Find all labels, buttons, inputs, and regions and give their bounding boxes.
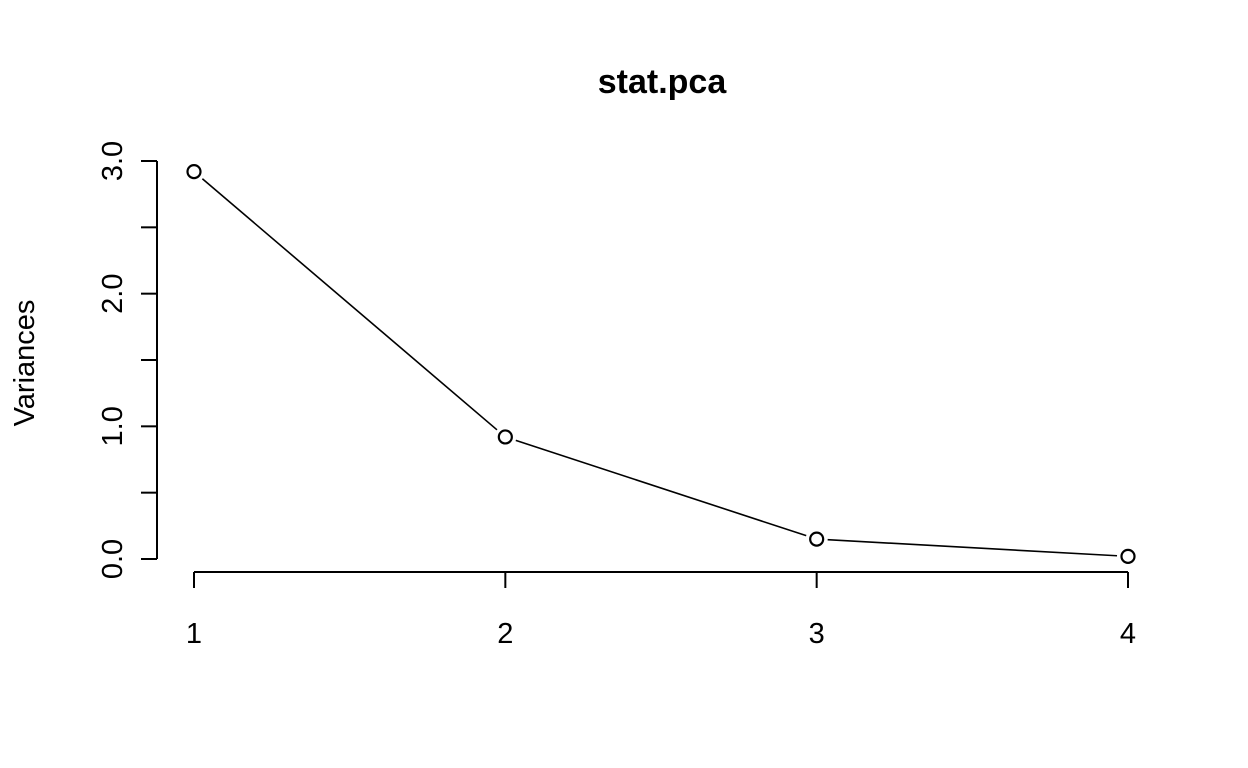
data-point	[1120, 548, 1136, 564]
series-line-segment	[515, 439, 807, 537]
series-line-segment	[201, 178, 498, 431]
y-tick-label: 2.0	[97, 274, 129, 314]
variance-series	[186, 164, 1136, 564]
y-axis: 0.0 1.0 2.0 3.0	[97, 141, 158, 579]
data-point	[809, 531, 825, 547]
x-tick-label: 3	[809, 618, 825, 650]
x-tick-label: 4	[1120, 618, 1136, 650]
x-tick-label: 2	[497, 618, 513, 650]
data-point	[186, 164, 202, 180]
x-tick-label: 1	[186, 618, 202, 650]
y-axis-label: Variances	[9, 300, 41, 427]
data-point	[497, 429, 513, 445]
y-tick-label: 0.0	[97, 539, 129, 579]
chart-title: stat.pca	[598, 63, 728, 101]
series-line-segment	[827, 538, 1118, 557]
x-axis: 1 2 3 4	[186, 571, 1136, 650]
y-tick-label: 3.0	[97, 141, 129, 181]
y-tick-label: 1.0	[97, 406, 129, 446]
